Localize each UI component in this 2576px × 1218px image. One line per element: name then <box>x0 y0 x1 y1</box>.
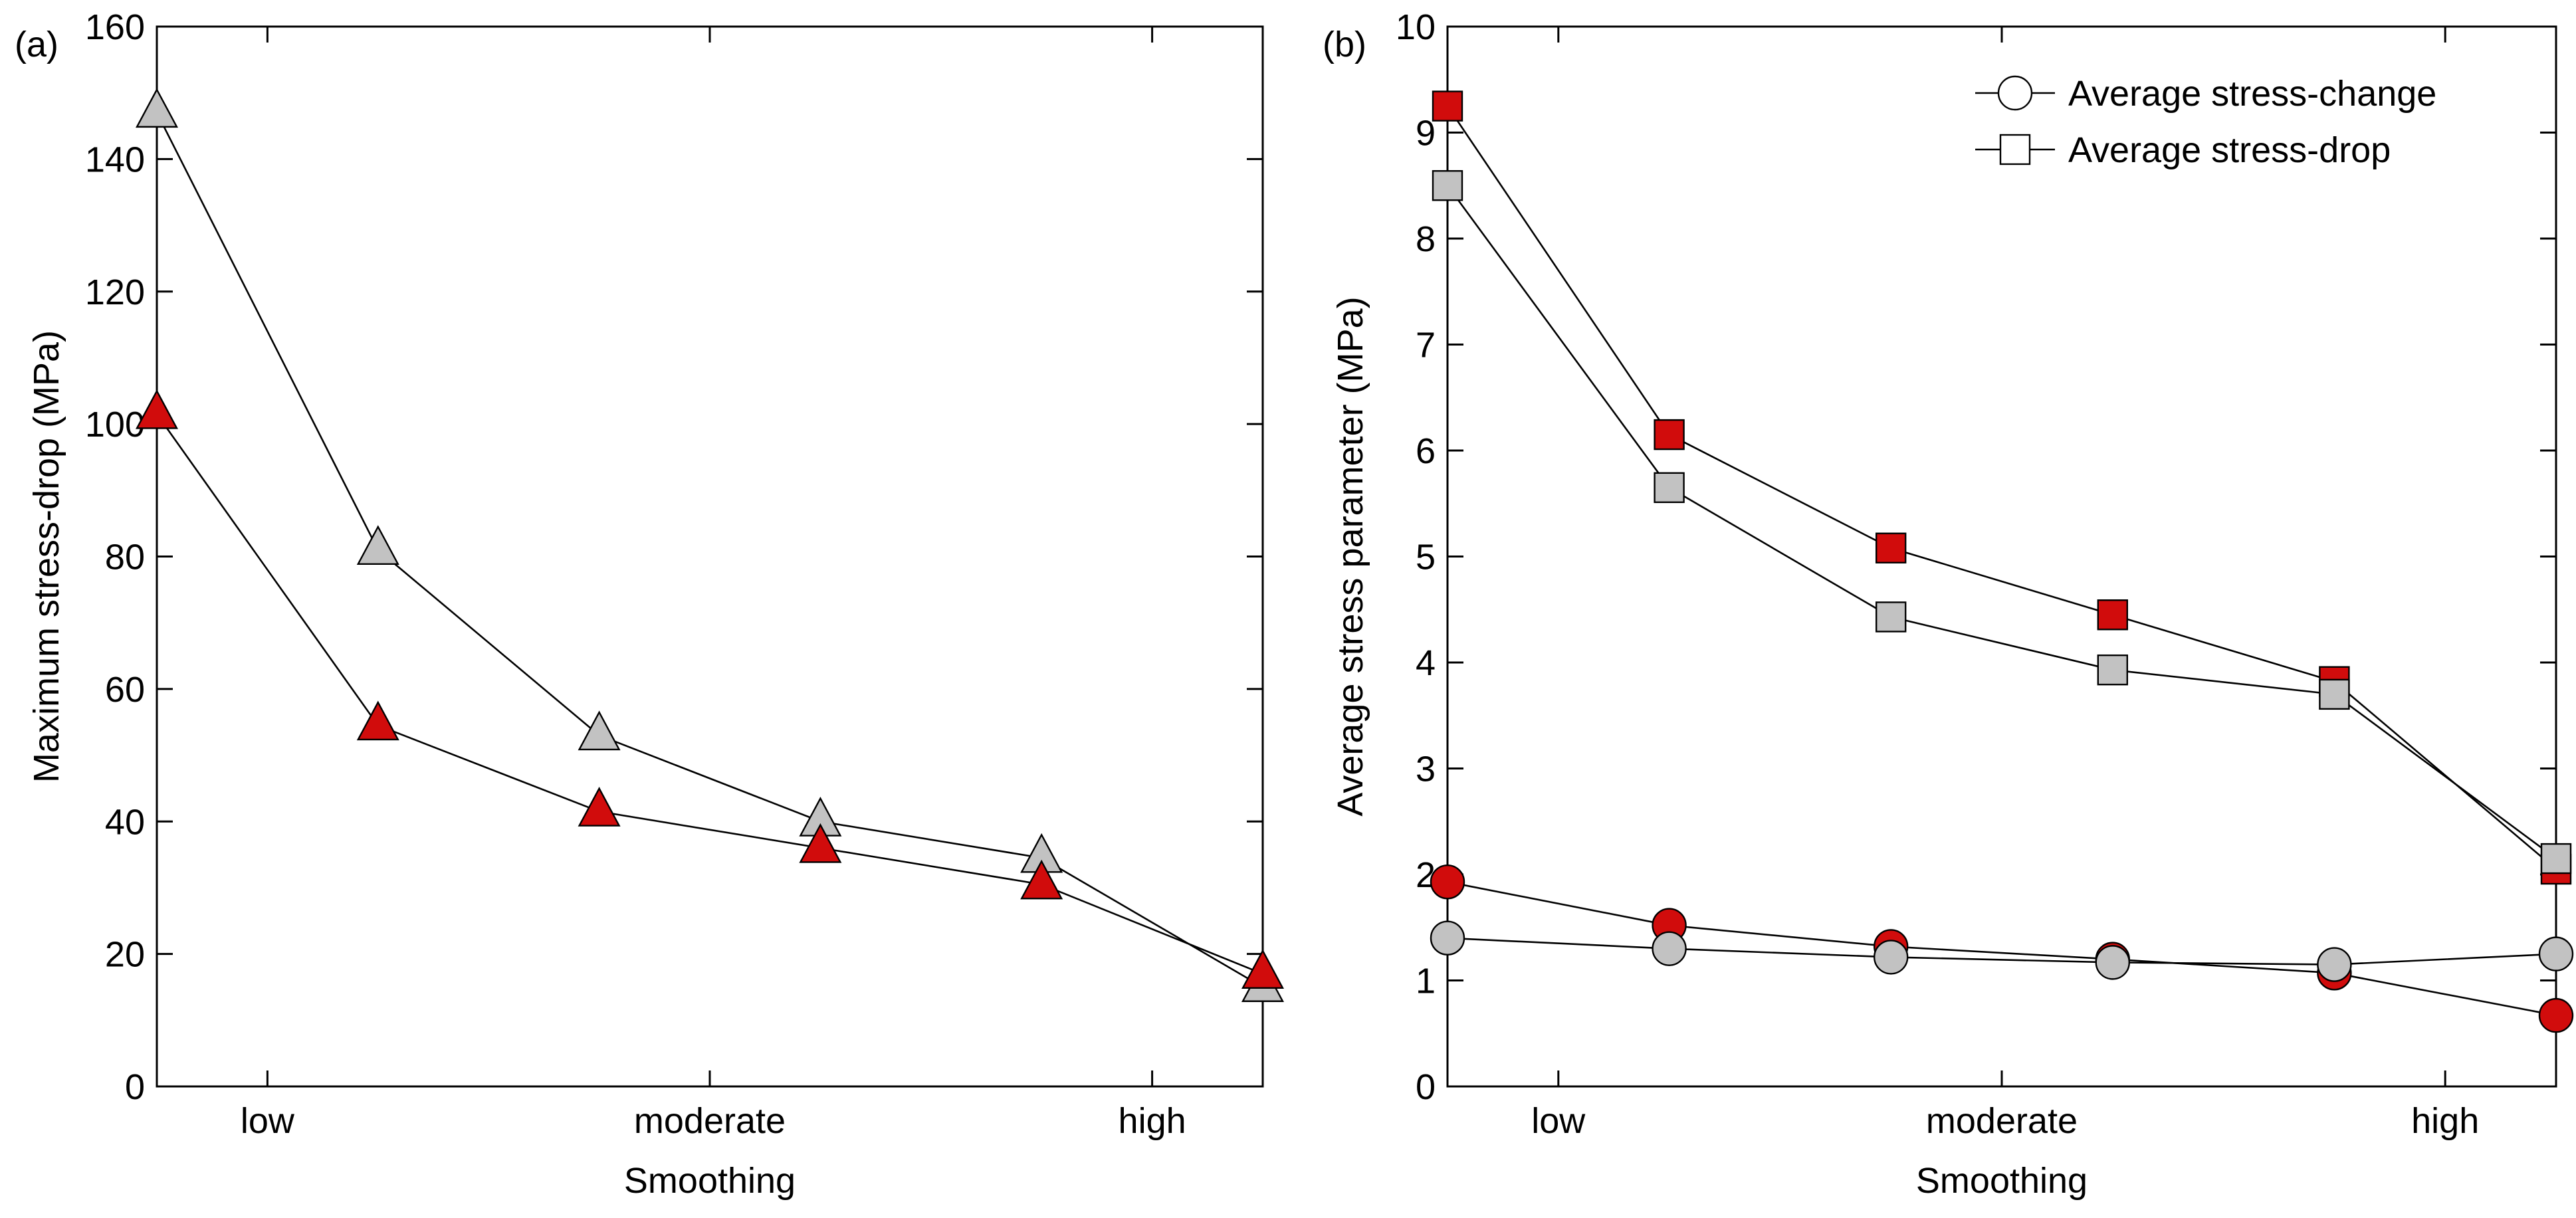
panel-b-point-circle <box>1430 920 1465 956</box>
panel-b-y-tick-label: 4 <box>1416 643 1436 683</box>
panel-b-point-square <box>1654 419 1685 451</box>
panel-a-series-line-0 <box>156 112 1263 988</box>
panel-a-y-tick-label: 80 <box>105 538 145 577</box>
legend-label-stress-drop: Average stress-drop <box>2068 130 2391 170</box>
panel-b-point-square <box>1875 532 1907 563</box>
panel-a-x-tick-label: moderate <box>634 1101 786 1141</box>
panel-a-y-tick-label: 140 <box>85 140 145 179</box>
panel-a-point-triangle <box>356 700 399 741</box>
panel-a-x-tick-label: high <box>1119 1101 1186 1141</box>
panel-a-point-triangle <box>578 787 621 827</box>
panel-b-y-tick-label: 0 <box>1416 1067 1436 1107</box>
panel-a-point-triangle <box>799 823 842 863</box>
panel-b-series <box>1430 90 2574 1033</box>
panel-b-x-tick-label: high <box>2411 1101 2479 1141</box>
panel-b-x-axis-label: Smoothing <box>1916 1161 2088 1201</box>
panel-a-y-axis-label: Maximum stress-drop (MPa) <box>27 330 66 783</box>
panel-b-point-square <box>1654 472 1685 504</box>
panel-b-series-line-1 <box>1446 185 2557 860</box>
panel-a-x-axis-label: Smoothing <box>624 1161 796 1201</box>
panel-b-point-square <box>1432 90 1463 122</box>
panel-a-y-tick-label: 40 <box>105 802 145 842</box>
panel-a-point-triangle <box>135 389 179 429</box>
panel-a-ticks: 0 20 40 60 80 100 120 140 160 low moderate high <box>85 7 1263 1141</box>
panel-a-point-triangle <box>578 710 621 751</box>
panel-b-series-markers <box>1430 90 2574 1033</box>
panel-b-y-tick-label: 6 <box>1416 431 1436 471</box>
panel-b-series-line-3 <box>1447 937 2557 965</box>
panel-a-point-triangle <box>1241 949 1285 989</box>
panel-b-y-tick-label: 7 <box>1416 326 1436 365</box>
panel-b-y-tick-label: 1 <box>1416 962 1436 1001</box>
panel-a-series-line-1 <box>156 413 1263 975</box>
panel-b-point-circle <box>2538 997 2574 1033</box>
panel-a-series-markers <box>135 88 1285 1002</box>
panel-a-label: (a) <box>15 25 58 64</box>
panel-a-axes-frame <box>156 25 1264 1088</box>
panel-a-point-triangle <box>135 88 179 128</box>
panel-b-x-tick-label: low <box>1531 1101 1586 1141</box>
panel-b-label: (b) <box>1323 25 1366 64</box>
panel-a-chart: (a) Smoothing Maximum stress-drop (MPa) … <box>15 7 1285 1201</box>
legend-square-marker <box>1999 134 2031 165</box>
panel-b-y-tick-label: 3 <box>1416 750 1436 789</box>
panel-a-series <box>135 88 1285 1002</box>
panel-b-series-line-2 <box>1447 880 2557 1017</box>
panel-a-series-lines <box>156 112 1263 988</box>
legend-circle-marker <box>1997 75 2033 111</box>
panel-b-legend: Average stress-change Average stress-dro… <box>1975 74 2436 170</box>
panel-b-x-tick-label: moderate <box>1926 1101 2078 1141</box>
panel-b-point-circle <box>2538 936 2574 971</box>
panel-b-point-square <box>2540 843 2572 874</box>
panel-a-y-tick-label: 0 <box>125 1067 145 1107</box>
panel-b-y-axis-label: Average stress parameter (MPa) <box>1331 296 1370 816</box>
panel-b-series-line-0 <box>1446 105 2557 870</box>
panel-b-point-circle <box>2095 945 2131 980</box>
panel-a-y-tick-label: 160 <box>85 7 145 47</box>
panel-b-point-square <box>2319 678 2350 710</box>
panel-b-y-tick-label: 8 <box>1416 219 1436 259</box>
panel-b-point-square <box>2097 654 2129 686</box>
legend-label-stress-change: Average stress-change <box>2068 74 2436 114</box>
panel-b-y-tick-label: 5 <box>1416 538 1436 577</box>
panel-a-y-tick-label: 60 <box>105 670 145 710</box>
panel-a-x-tick-label: low <box>241 1101 295 1141</box>
panel-b-point-circle <box>1873 940 1909 975</box>
panel-b-axes-frame <box>1446 25 2557 1088</box>
panel-b-y-tick-label: 10 <box>1396 7 1436 47</box>
panel-b-chart: (b) Smoothing Average stress parameter (… <box>1323 7 2574 1201</box>
panel-b-point-square <box>2097 599 2129 631</box>
panel-a-y-tick-label: 100 <box>85 405 145 445</box>
panel-b-point-circle <box>1652 931 1687 966</box>
panel-b-point-square <box>1432 170 1463 201</box>
panel-b-point-circle <box>1430 864 1465 900</box>
panel-b-point-circle <box>2317 947 2352 982</box>
panel-b-series-lines <box>1446 105 2557 1017</box>
panel-a-y-tick-label: 120 <box>85 272 145 312</box>
panel-a-y-tick-label: 20 <box>105 935 145 975</box>
panel-b-point-square <box>1875 601 1907 633</box>
panel-a-point-triangle <box>356 525 399 565</box>
panel-a-point-triangle <box>1020 859 1063 900</box>
